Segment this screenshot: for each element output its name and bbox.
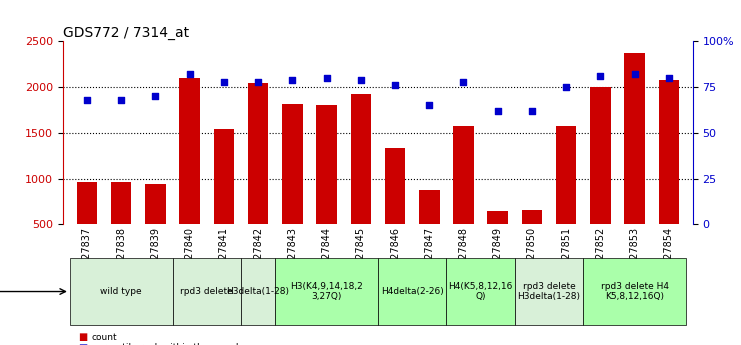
Bar <box>590 87 611 270</box>
Bar <box>488 211 508 270</box>
Point <box>423 102 435 108</box>
Bar <box>556 126 576 270</box>
Text: wild type: wild type <box>100 287 142 296</box>
Text: ■: ■ <box>78 343 87 345</box>
Bar <box>316 105 337 270</box>
Bar <box>247 82 268 270</box>
Text: rpd3 delete H4
K5,8,12,16Q): rpd3 delete H4 K5,8,12,16Q) <box>601 282 668 301</box>
Point <box>355 77 367 82</box>
Bar <box>385 148 405 270</box>
Point <box>628 71 640 77</box>
Bar <box>583 258 686 325</box>
Bar <box>70 258 173 325</box>
Point <box>560 85 572 90</box>
Text: rpd3 delete: rpd3 delete <box>180 287 233 296</box>
Point <box>457 79 469 85</box>
Text: percentile rank within the sample: percentile rank within the sample <box>91 343 245 345</box>
Point <box>184 71 196 77</box>
Bar <box>522 210 542 270</box>
Point <box>116 97 127 103</box>
Point <box>492 108 504 114</box>
Text: H3(K4,9,14,18,2
3,27Q): H3(K4,9,14,18,2 3,27Q) <box>290 282 363 301</box>
Text: count: count <box>91 333 117 342</box>
Bar <box>350 95 371 270</box>
Bar <box>179 78 200 270</box>
Point <box>287 77 299 82</box>
Bar <box>275 258 378 325</box>
Bar <box>173 258 241 325</box>
Point <box>252 79 264 85</box>
Point <box>594 73 606 79</box>
Point <box>389 82 401 88</box>
Bar <box>515 258 583 325</box>
Point <box>663 75 675 81</box>
Text: H4delta(2-26): H4delta(2-26) <box>381 287 444 296</box>
Text: GDS772 / 7314_at: GDS772 / 7314_at <box>63 26 189 40</box>
Text: H4(K5,8,12,16
Q): H4(K5,8,12,16 Q) <box>448 282 513 301</box>
Point <box>321 75 333 81</box>
Text: ■: ■ <box>78 333 87 342</box>
Text: H3delta(1-28): H3delta(1-28) <box>227 287 290 296</box>
Point <box>218 79 230 85</box>
Bar <box>145 184 166 270</box>
Bar <box>213 129 234 270</box>
Point <box>526 108 538 114</box>
Text: rpd3 delete
H3delta(1-28): rpd3 delete H3delta(1-28) <box>517 282 580 301</box>
Bar <box>446 258 515 325</box>
Bar <box>453 126 473 270</box>
Bar <box>625 53 645 270</box>
Bar <box>76 182 97 270</box>
Bar <box>378 258 446 325</box>
Bar <box>419 190 439 270</box>
Bar <box>282 105 302 270</box>
Point <box>81 97 93 103</box>
Bar <box>659 80 679 270</box>
Point <box>150 93 162 99</box>
Bar <box>241 258 275 325</box>
Bar <box>111 182 131 270</box>
